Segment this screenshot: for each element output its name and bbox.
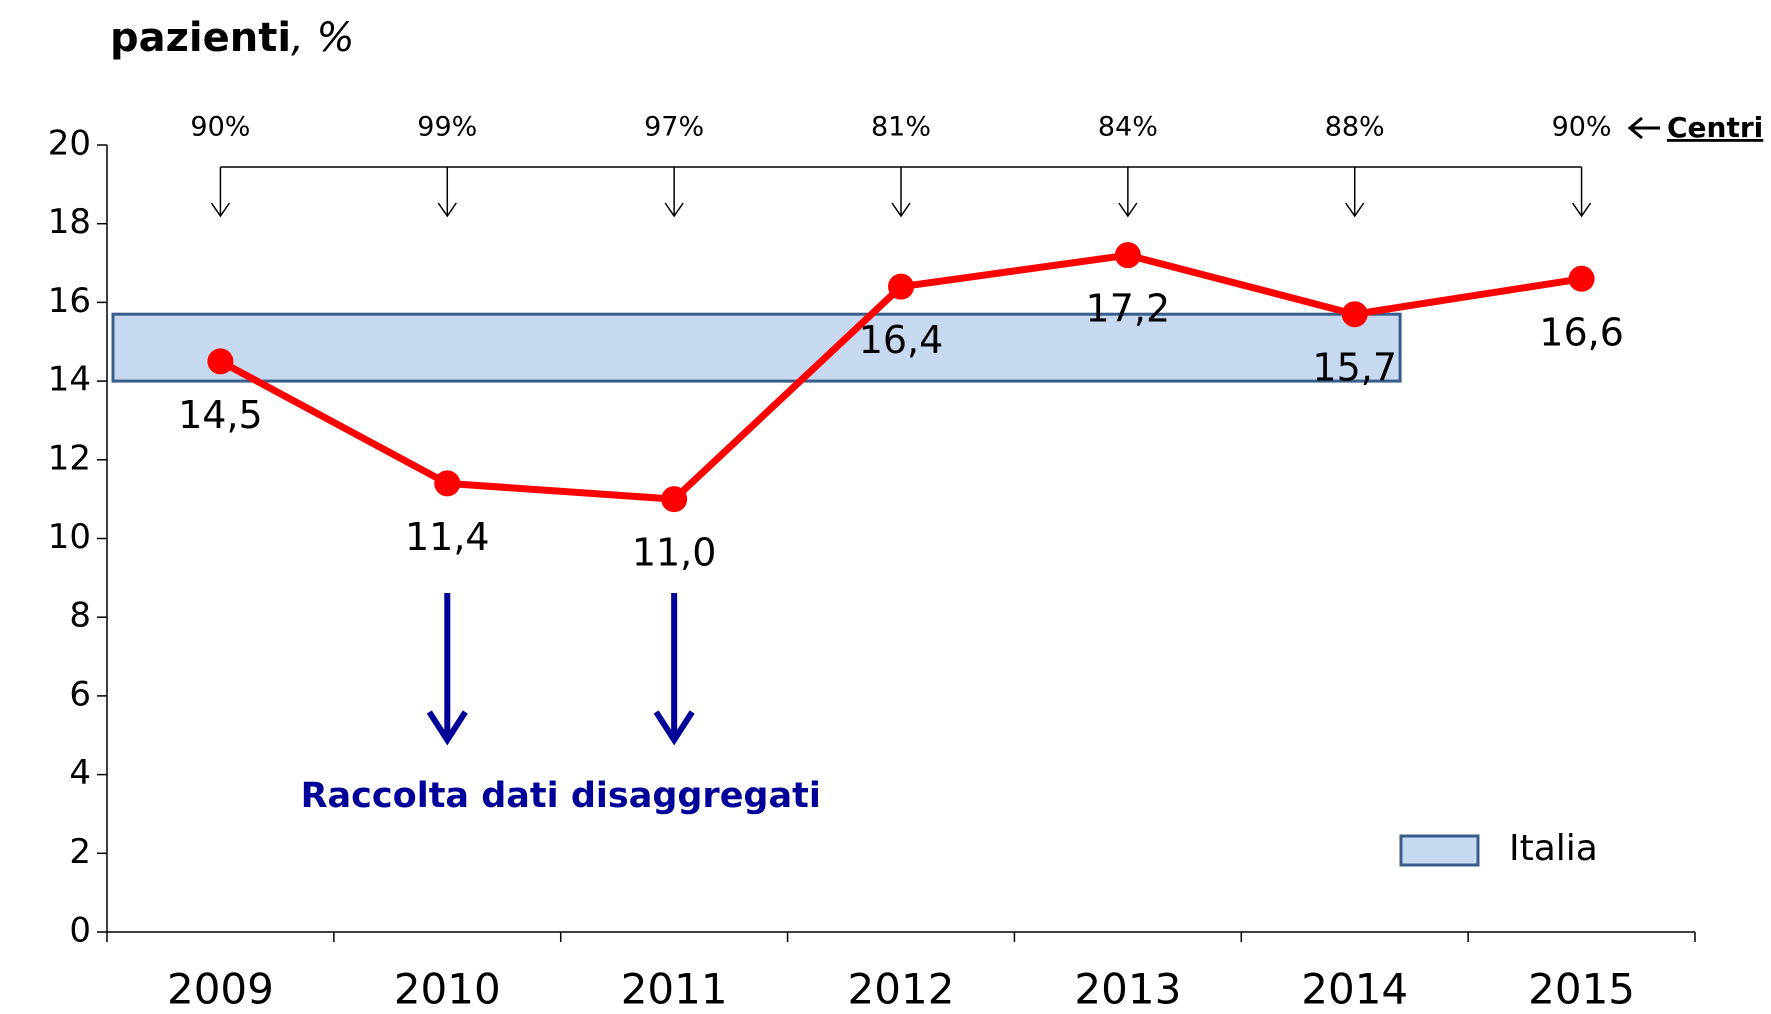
data-label: 17,2: [1086, 287, 1171, 331]
point: [661, 486, 688, 513]
centri-arrowhead: [1345, 202, 1365, 218]
y-tick-label: 10: [48, 517, 91, 557]
data-label: 16,6: [1539, 310, 1624, 354]
point: [1568, 265, 1595, 292]
annotation-arrowhead: [426, 710, 468, 746]
y-tick-label: 14: [48, 360, 91, 400]
y-tick-label: 12: [48, 438, 91, 478]
centri-label: 81%: [871, 112, 931, 143]
data-label: 16,4: [859, 318, 944, 362]
chart-title: pazienti, %: [110, 15, 355, 61]
x-tick-label: 2009: [167, 965, 274, 1014]
y-tick-label: 8: [69, 596, 91, 636]
point: [888, 273, 914, 300]
centri-arrowhead: [437, 202, 457, 218]
x-tick-label: 2015: [1528, 965, 1635, 1014]
annotation-text: Raccolta dati disaggregati: [301, 776, 821, 816]
point: [1341, 301, 1368, 328]
title-rest: , %: [291, 15, 354, 61]
centri-arrowhead: [1571, 202, 1592, 218]
point: [434, 470, 461, 497]
point: [1114, 242, 1141, 269]
data-label: 11,0: [632, 531, 717, 575]
centri-label: 88%: [1325, 112, 1385, 143]
x-tick-label: 2014: [1301, 965, 1408, 1014]
y-tick-label: 16: [48, 281, 91, 321]
centri-title: Centri: [1667, 111, 1763, 144]
centri-label: 90%: [1552, 112, 1612, 143]
centri-label: 99%: [417, 112, 477, 143]
x-tick-label: 2012: [848, 965, 955, 1014]
y-tick-label: 18: [48, 202, 91, 242]
data-label: 11,4: [405, 515, 490, 559]
data-label: 14,5: [178, 393, 263, 437]
centri-label: 90%: [190, 112, 250, 143]
centri-label: 84%: [1098, 112, 1158, 143]
centri-arrowhead: [1118, 202, 1138, 218]
x-tick-label: 2011: [621, 965, 728, 1014]
x-tick-label: 2010: [394, 965, 501, 1014]
centri-arrowhead: [210, 202, 231, 218]
y-tick-label: 6: [69, 674, 91, 714]
y-tick-label: 4: [69, 753, 91, 793]
italia-band: [111, 312, 1402, 383]
legend-label: Italia: [1509, 828, 1598, 869]
y-tick-label: 20: [48, 124, 91, 164]
centri-left-arrow: [1627, 116, 1660, 140]
centri-arrowhead: [664, 202, 684, 218]
data-label: 15,7: [1312, 346, 1397, 390]
title-bold: pazienti: [110, 15, 291, 61]
annotation-arrowhead: [653, 710, 695, 746]
x-tick-label: 2013: [1074, 965, 1181, 1014]
centri-arrowhead: [891, 202, 911, 218]
point: [207, 348, 234, 375]
y-tick-label: 0: [69, 911, 91, 951]
y-tick-label: 2: [69, 832, 91, 872]
legend-swatch: [1399, 834, 1480, 867]
centri-label: 97%: [644, 112, 704, 143]
